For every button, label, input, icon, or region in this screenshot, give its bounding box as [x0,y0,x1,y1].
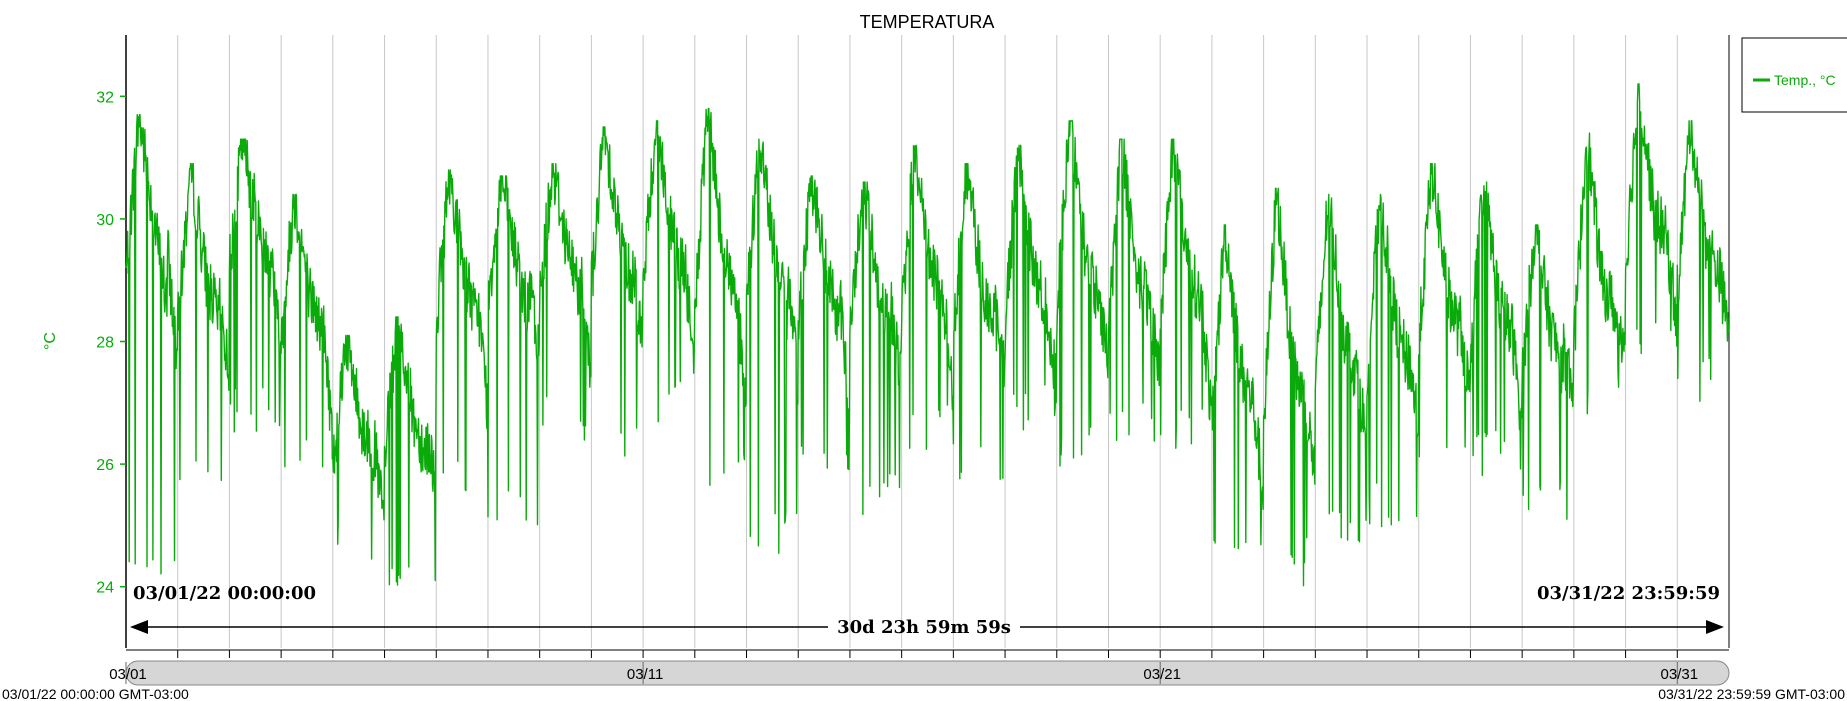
series-line-temp [125,83,1730,587]
y-tick-label: 28 [96,335,114,352]
legend: Temp., °C [1741,37,1847,113]
arrow-right-icon [1706,620,1724,634]
x-tick-label: 03/31 [1661,666,1699,683]
series-group [125,83,1730,587]
arrow-left-icon [130,620,148,634]
duration-arrow [130,620,1724,634]
y-ticks: 24 26 28 30 32 [96,89,126,597]
x-tick-label: 03/01 [109,666,147,683]
range-start-label: 03/01/22 00:00:00 [133,583,316,604]
y-tick-label: 30 [96,212,114,229]
range-end-label: 03/31/22 23:59:59 [1537,583,1720,604]
duration-label: 30d 23h 59m 59s [837,617,1011,638]
footer-start: 03/01/22 00:00:00 GMT-03:00 [2,686,189,701]
x-tick-labels: 03/01 03/11 03/21 03/31 [109,662,1698,684]
x-minor-ticks [126,649,1729,658]
legend-box [1741,37,1847,113]
time-scrollbar[interactable] [125,660,1730,686]
y-tick-label: 26 [96,457,114,474]
x-tick-label: 03/11 [627,666,663,683]
axes [125,35,1730,648]
chart-title: TEMPERATURA [860,12,995,32]
legend-entry: Temp., °C [1774,72,1836,88]
x-tick-label: 03/21 [1143,666,1181,683]
y-tick-label: 24 [96,580,114,597]
footer-end: 03/31/22 23:59:59 GMT-03:00 [1658,686,1845,701]
y-tick-label: 32 [96,89,114,106]
y-axis-label: °C [42,332,59,350]
